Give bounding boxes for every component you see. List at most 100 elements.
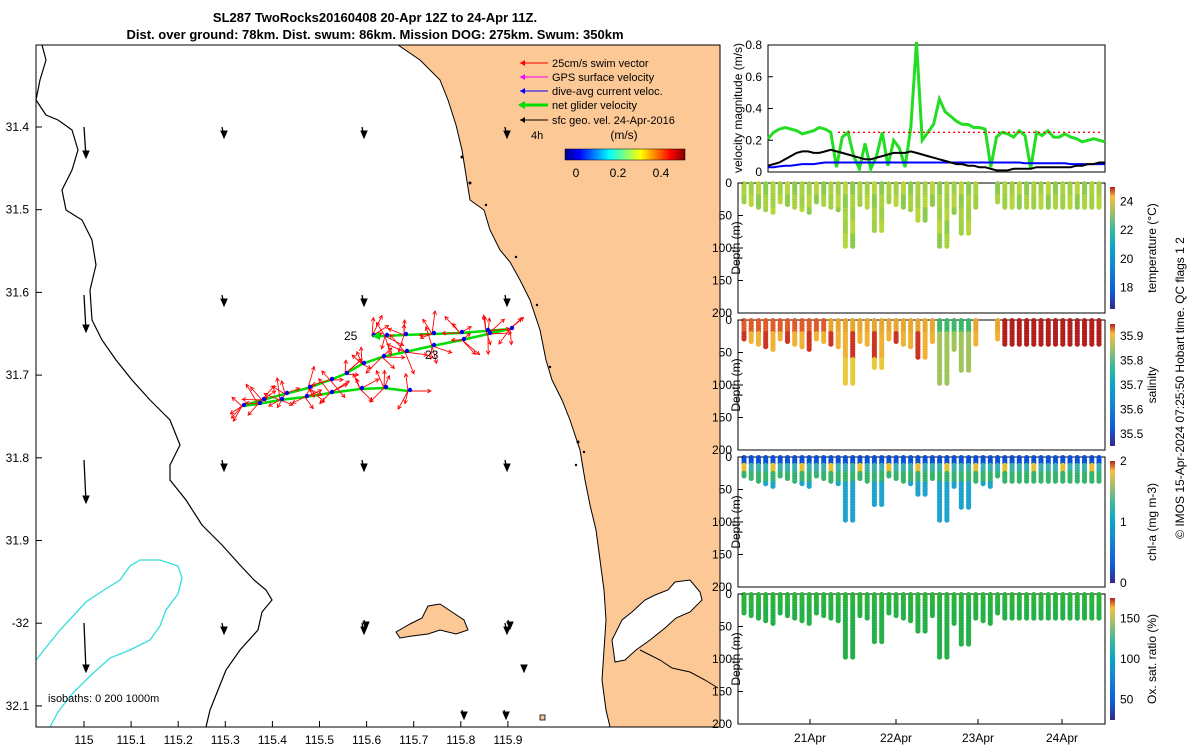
colorbar-tick-label: 22: [1120, 223, 1134, 237]
profile-sample: [778, 336, 783, 341]
profile-sample: [857, 202, 862, 207]
profile-sample: [1060, 205, 1065, 210]
profile-sample: [741, 610, 746, 615]
profile-sample: [959, 231, 964, 236]
profile-sample: [894, 202, 899, 207]
profile-sample: [770, 347, 775, 352]
profile-sample: [778, 199, 783, 204]
profile-sample: [944, 517, 949, 522]
dive-avg-point: [405, 349, 409, 353]
profile-sample: [1010, 342, 1015, 347]
profile-sample: [952, 210, 957, 215]
profile-sample: [1017, 205, 1022, 210]
colorbar-tick-label: 24: [1120, 194, 1134, 208]
dive-avg-point: [404, 332, 408, 336]
profile-sample: [741, 336, 746, 341]
profile-sample: [886, 336, 891, 341]
profile-sample: [901, 205, 906, 210]
map-colorbar-label: (m/s): [610, 128, 637, 142]
section-ylabel: Depth (m): [729, 358, 743, 411]
profile-sample: [1089, 342, 1094, 347]
profile-sample: [749, 476, 754, 481]
profile-sample: [828, 205, 833, 210]
profile-sample: [952, 621, 957, 626]
colorbar-label: temperature (°C): [1145, 203, 1159, 293]
profile-sample: [1053, 342, 1058, 347]
map-x-tick-label: 115.3: [211, 733, 240, 747]
profile-sample: [1010, 615, 1015, 620]
profile-sample: [1010, 479, 1015, 484]
profile-sample: [995, 473, 1000, 478]
profile-sample: [988, 621, 993, 626]
map-cbar-tick: 0.4: [653, 166, 670, 180]
profile-sample: [1082, 615, 1087, 620]
profile-sample: [952, 347, 957, 352]
profile-sample: [1002, 479, 1007, 484]
section-y-tick-label: 0: [725, 450, 732, 464]
profile-sample: [785, 613, 790, 618]
profile-sample: [1031, 479, 1036, 484]
vel-y-tick-label: 0: [755, 165, 762, 179]
profile-sample: [1075, 342, 1080, 347]
colorbar-tick-label: 150: [1120, 611, 1140, 625]
velocity-series-0: [768, 42, 1105, 169]
profile-sample: [1002, 615, 1007, 620]
profile-sample: [959, 368, 964, 373]
profile-sample: [959, 641, 964, 646]
profile-sample: [1031, 615, 1036, 620]
dive-avg-point: [330, 390, 334, 394]
profile-sample: [981, 618, 986, 623]
dive-avg-point: [330, 377, 334, 381]
profile-sample: [850, 244, 855, 249]
profile-sample: [908, 207, 913, 212]
profile-sample: [1046, 479, 1051, 484]
profile-sample: [901, 342, 906, 347]
profile-sample: [923, 628, 928, 633]
profile-sample: [973, 205, 978, 210]
profile-sample: [799, 344, 804, 349]
colorbar-tick-label: 35.7: [1120, 378, 1144, 392]
map-x-tick-label: 115.6: [352, 733, 381, 747]
profile-sample: [1089, 479, 1094, 484]
section-ylabel: Depth (m): [729, 495, 743, 548]
map-x-tick-label: 115.4: [258, 733, 287, 747]
profile-sample: [886, 473, 891, 478]
profile-sample: [814, 199, 819, 204]
dive-avg-point: [258, 401, 262, 405]
dive-avg-point: [462, 337, 466, 341]
profile-sample: [770, 484, 775, 489]
profile-sample: [1096, 205, 1101, 210]
dive-avg-point: [385, 333, 389, 337]
map-y-tick-label: 31.6: [6, 285, 30, 299]
profile-sample: [865, 615, 870, 620]
profile-sample: [1038, 205, 1043, 210]
profile-sample: [930, 339, 935, 344]
annotation-23: 23: [425, 348, 439, 362]
profile-sample: [923, 492, 928, 497]
isobaths-label: isobaths: 0 200 1000m: [48, 693, 159, 705]
legend-dive-avg: dive-avg current veloc.: [552, 86, 663, 98]
profile-sample: [1038, 615, 1043, 620]
profile-sample: [1075, 205, 1080, 210]
map-y-tick-label: 31.7: [6, 368, 30, 382]
profile-sample: [995, 199, 1000, 204]
profile-sample: [1010, 205, 1015, 210]
profile-sample: [894, 476, 899, 481]
profile-sample: [1060, 479, 1065, 484]
profile-sample: [973, 615, 978, 620]
profile-sample: [807, 621, 812, 626]
profile-sample: [763, 344, 768, 349]
profile-sample: [923, 218, 928, 223]
profile-sample: [792, 479, 797, 484]
profile-sample: [836, 618, 841, 623]
profile-sample: [749, 202, 754, 207]
profile-sample: [843, 517, 848, 522]
vel-y-tick-label: 0.6: [745, 70, 762, 84]
profile-sample: [879, 228, 884, 233]
dive-avg-point: [486, 328, 490, 332]
profile-sample: [778, 610, 783, 615]
profile-sample: [763, 618, 768, 623]
